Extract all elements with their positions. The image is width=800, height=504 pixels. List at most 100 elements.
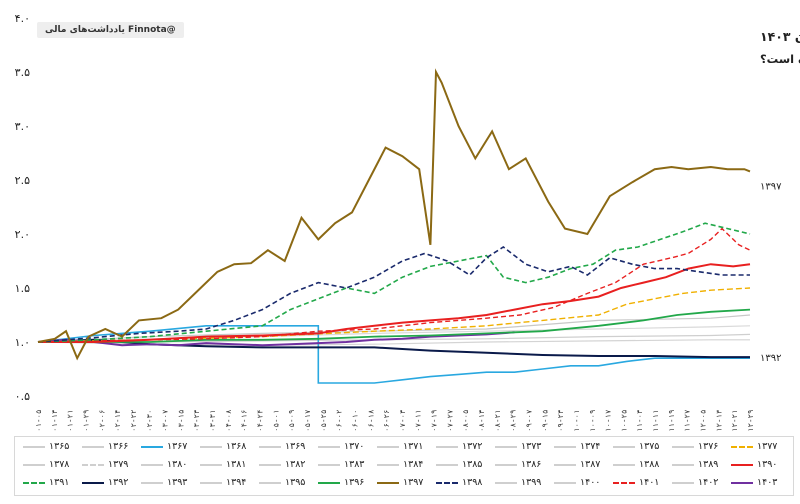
y-tick-label: ۲.۵ <box>15 174 30 187</box>
legend-label: ۱۳۹۱ <box>49 477 70 488</box>
legend-item: ۱۳۷۰ <box>318 441 364 452</box>
x-tick-label: ۰۷-۰۳ <box>398 409 407 432</box>
legend-label: ۱۴۰۲ <box>698 477 719 488</box>
series-end-label: ۱۳۹۷ <box>760 181 782 192</box>
x-tick-label: ۰۷-۲۷ <box>445 409 454 432</box>
legend-label: ۱۳۹۲ <box>108 477 129 488</box>
x-tick-label: ۰۲-۳۰ <box>145 409 154 432</box>
legend-item: ۱۳۸۶ <box>495 459 541 470</box>
legend-label: ۱۳۸۵ <box>462 459 483 470</box>
legend: ۱۳۶۵ ۱۳۶۶ ۱۳۶۷ ۱۳۶۸ ۱۳۶۹ ۱۳۷۰ ۱۳۷۱ ۱۳۷۲ ۱۳۷۳ ۱۳۷۴… <box>14 436 794 496</box>
x-tick-label: ۱۱-۱۹ <box>667 409 676 432</box>
legend-label: ۱۳۹۶ <box>344 477 365 488</box>
legend-swatch <box>377 463 399 466</box>
x-tick-label: ۰۸-۱۳ <box>477 409 486 432</box>
x-tick-label: ۰۲-۲۲ <box>129 409 138 432</box>
legend-swatch <box>259 445 281 448</box>
legend-item: ۱۳۸۱ <box>200 459 246 470</box>
legend-swatch <box>672 445 694 448</box>
legend-item: ۱۳۷۸ <box>23 459 69 470</box>
x-tick-label: ۰۳-۱۵ <box>176 409 185 432</box>
series-line <box>38 308 751 343</box>
x-tick-label: ۱۲-۱۳ <box>714 409 723 432</box>
x-tick-label: ۰۶-۱۰ <box>350 409 359 432</box>
legend-item: ۱۳۸۴ <box>377 459 423 470</box>
legend-label: ۱۳۷۱ <box>403 441 424 452</box>
x-tick-label: ۱۲-۲۹ <box>746 409 755 432</box>
x-tick-label: ۰۳-۳۱ <box>208 409 217 432</box>
legend-item: ۱۳۸۸ <box>613 459 659 470</box>
x-tick-label: ۱۲-۲۱ <box>730 409 739 432</box>
x-tick-label: ۱۰-۰۱ <box>572 409 581 432</box>
series-layer <box>37 68 751 384</box>
legend-label: ۱۳۷۸ <box>49 459 70 470</box>
x-tick-label: ۰۷-۱۱ <box>414 409 423 432</box>
legend-label: ۱۳۷۶ <box>698 441 719 452</box>
x-tick-label: ۰۹-۱۵ <box>540 409 549 432</box>
legend-item: ۱۳۹۴ <box>200 477 246 488</box>
x-axis: ۰۱-۰۵ ۰۱-۱۳ ۰۱-۲۱ ۰۱-۲۹ ۰۲-۰۶ ۰۲-۱۴ ۰۲-۲۲ ۰۲-۳۰… <box>34 409 755 432</box>
legend-label: ۱۴۰۳ <box>757 477 778 488</box>
legend-swatch <box>731 463 753 466</box>
legend-label: ۱۳۷۲ <box>462 441 483 452</box>
legend-swatch <box>23 445 45 448</box>
legend-item: ۱۳۶۹ <box>259 441 305 452</box>
x-tick-label: ۱۱-۰۳ <box>635 409 644 432</box>
x-tick-label: ۰۷-۱۹ <box>430 409 439 432</box>
legend-swatch <box>613 463 635 466</box>
legend-label: ۱۳۶۷ <box>167 441 188 452</box>
legend-label: ۱۳۹۳ <box>167 477 188 488</box>
x-tick-label: ۰۵-۲۵ <box>319 409 328 432</box>
x-tick-label: ۰۱-۰۵ <box>34 409 43 432</box>
x-tick-label: ۰۶-۰۲ <box>335 409 344 432</box>
legend-item: ۱۳۹۰ <box>731 459 777 470</box>
x-tick-label: ۱۱-۲۷ <box>683 409 692 432</box>
x-tick-label: ۰۴-۱۶ <box>240 409 249 432</box>
legend-item: ۱۴۰۳ <box>731 477 777 488</box>
legend-label: ۱۳۸۶ <box>521 459 542 470</box>
x-tick-label: ۰۹-۰۷ <box>525 409 534 432</box>
legend-swatch <box>377 445 399 448</box>
legend-item: ۱۳۹۵ <box>259 477 305 488</box>
legend-swatch <box>436 445 458 448</box>
legend-item: ۱۴۰۰ <box>554 477 600 488</box>
series-line <box>37 324 750 384</box>
legend-item: ۱۳۸۵ <box>436 459 482 470</box>
legend-item: ۱۳۷۹ <box>82 459 128 470</box>
series-line <box>37 331 515 347</box>
series-line <box>37 222 751 343</box>
legend-swatch <box>613 445 635 448</box>
legend-swatch <box>495 463 517 466</box>
x-tick-label: ۰۵-۰۱ <box>271 409 280 432</box>
x-tick-label: ۰۱-۲۱ <box>66 409 75 432</box>
x-tick-label: ۰۵-۰۹ <box>287 409 296 432</box>
x-tick-label: ۰۸-۲۹ <box>509 409 518 432</box>
legend-label: ۱۳۸۲ <box>285 459 306 470</box>
x-tick-label: ۰۱-۲۹ <box>82 409 91 432</box>
series-line <box>38 263 751 343</box>
x-tick-label: ۰۸-۰۵ <box>461 409 470 432</box>
x-tick-label: ۱۰-۱۷ <box>604 409 613 432</box>
y-tick-label: ۴.۰ <box>15 12 30 25</box>
legend-item: ۱۳۷۳ <box>495 441 541 452</box>
legend-item: ۱۳۸۳ <box>318 459 364 470</box>
legend-label: ۱۳۸۸ <box>639 459 660 470</box>
legend-item: ۱۳۹۹ <box>495 477 541 488</box>
legend-label: ۱۳۸۷ <box>580 459 601 470</box>
legend-item: ۱۳۷۲ <box>436 441 482 452</box>
legend-item: ۱۳۶۸ <box>200 441 246 452</box>
legend-swatch <box>23 463 45 466</box>
x-tick-label: ۰۵-۱۷ <box>303 409 312 432</box>
legend-swatch <box>23 481 45 484</box>
legend-label: ۱۳۶۸ <box>226 441 247 452</box>
chart-subtitle: یک ریال سرمایه‌گذاری در دلار آزاد در پای… <box>760 52 800 66</box>
legend-item: ۱۳۶۷ <box>141 441 187 452</box>
legend-item: ۱۳۸۹ <box>672 459 718 470</box>
x-tick-label: ۰۱-۱۳ <box>50 409 59 432</box>
x-tick-label: ۱۰-۲۵ <box>619 409 628 432</box>
series-line <box>37 68 751 361</box>
legend-label: ۱۳۶۶ <box>108 441 129 452</box>
x-tick-label: ۰۲-۰۶ <box>97 409 106 432</box>
y-tick-label: ۱.۵ <box>15 282 30 295</box>
legend-item: ۱۳۸۷ <box>554 459 600 470</box>
